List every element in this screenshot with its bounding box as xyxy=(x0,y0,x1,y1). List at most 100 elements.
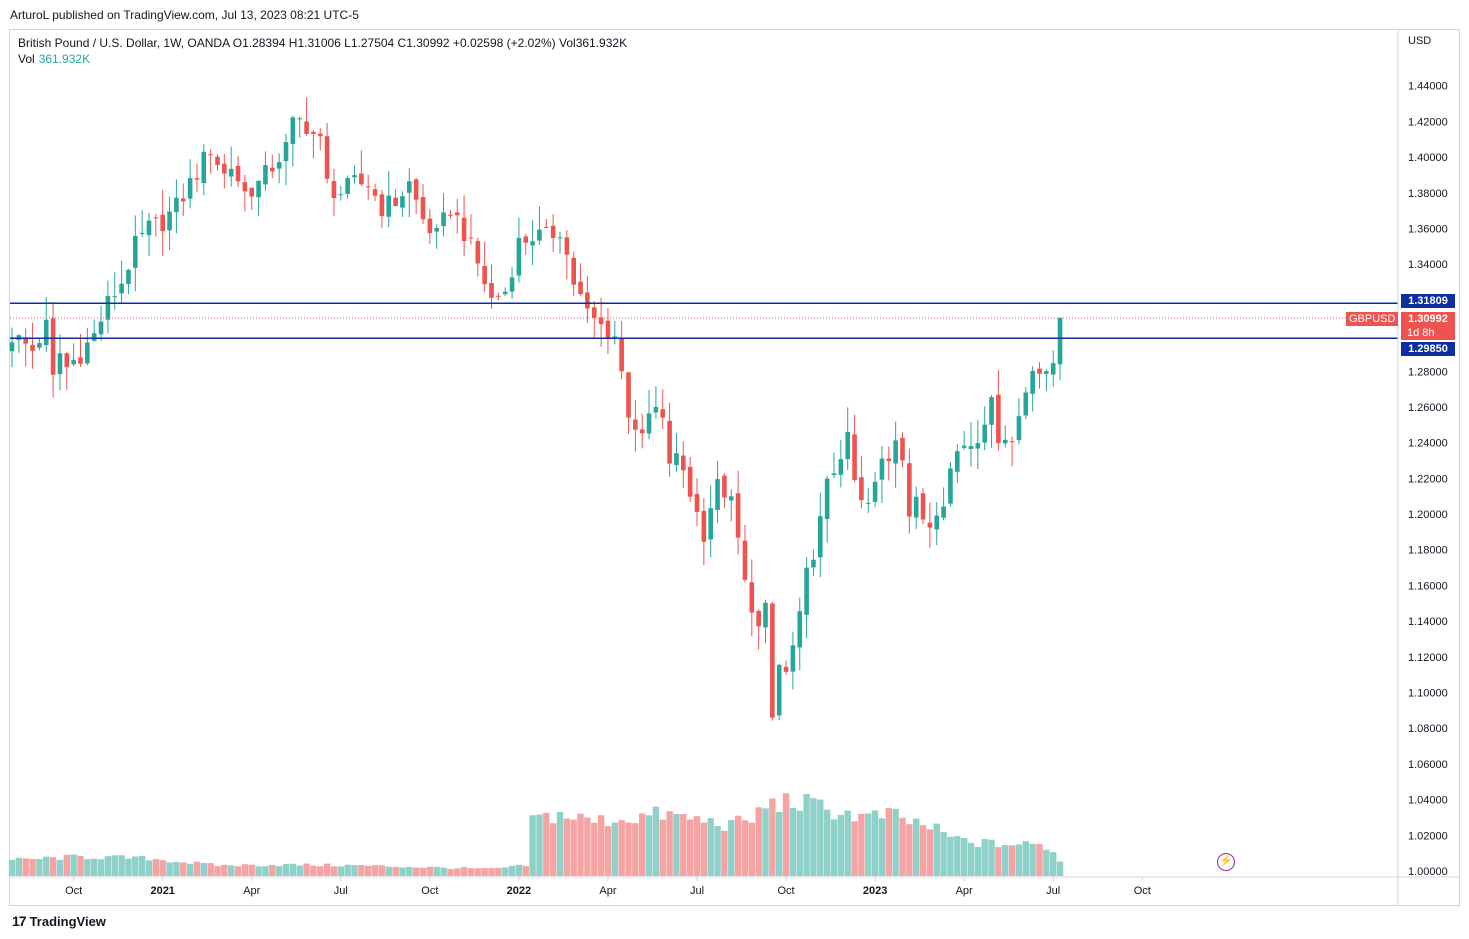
volume-bar xyxy=(639,813,646,876)
volume-bar xyxy=(488,868,495,876)
lightning-icon[interactable]: ⚡ xyxy=(1217,853,1235,871)
candle-body xyxy=(1044,371,1049,374)
volume-bars xyxy=(8,793,1064,876)
candle-body xyxy=(290,117,296,144)
candle-body xyxy=(948,468,953,504)
volume-bar xyxy=(604,826,612,876)
volume-bar xyxy=(392,866,399,876)
volume-bar xyxy=(97,859,105,876)
volume-bar xyxy=(919,825,927,876)
volume-bar xyxy=(577,813,584,876)
volume-bar xyxy=(255,866,262,876)
volume-bar xyxy=(508,865,516,876)
volume-bar xyxy=(755,807,762,876)
candle-body xyxy=(441,212,446,227)
x-tick-label: Oct xyxy=(777,885,794,897)
y-tick-label: 1.16000 xyxy=(1408,580,1448,592)
volume-bar xyxy=(707,818,714,876)
volume-bar xyxy=(159,860,166,876)
volume-bar xyxy=(1002,844,1009,876)
volume-bar xyxy=(570,819,577,876)
candle-body xyxy=(201,151,207,184)
candle-body xyxy=(372,189,378,196)
candle-body xyxy=(180,198,186,202)
tradingview-logo[interactable]: 17 TradingView xyxy=(12,913,106,929)
y-tick-label: 1.38000 xyxy=(1408,188,1448,200)
price-axis: 1.00000 1.02000 1.04000 1.06000 1.08000 1.100… xyxy=(1408,81,1448,878)
volume-bar xyxy=(111,855,118,876)
candle-body xyxy=(557,237,563,239)
candle-body xyxy=(633,419,638,430)
volume-bar xyxy=(193,861,201,876)
candle-body xyxy=(153,217,159,219)
volume-bar xyxy=(221,864,228,876)
volume-bar xyxy=(70,854,77,876)
volume-bar xyxy=(36,859,43,876)
volume-bar xyxy=(611,822,618,876)
volume-bar xyxy=(618,820,625,876)
candle-body xyxy=(482,265,487,285)
candle-body xyxy=(879,458,885,480)
candle-body xyxy=(160,214,165,232)
candle-body xyxy=(249,187,255,197)
candle-body xyxy=(43,319,49,346)
y-tick-label: 1.14000 xyxy=(1408,616,1448,628)
candle-body xyxy=(1057,317,1063,365)
candle-body xyxy=(413,179,419,200)
volume-bar xyxy=(502,867,509,876)
volume-bar xyxy=(1029,843,1036,876)
volume-bar xyxy=(460,867,468,876)
candle-body xyxy=(852,434,857,480)
volume-bar xyxy=(49,857,57,876)
candle-body xyxy=(9,342,15,352)
candle-body xyxy=(496,295,501,297)
candle-body xyxy=(454,212,460,216)
volume-bar xyxy=(351,865,358,876)
candle-body xyxy=(112,296,118,298)
volume-bar xyxy=(851,821,858,876)
volume-bar xyxy=(419,867,427,876)
volume-bar xyxy=(858,813,865,876)
candle-body xyxy=(961,445,967,448)
candle-body xyxy=(345,177,350,194)
volume-bar xyxy=(330,866,338,876)
volume-bar xyxy=(940,832,947,876)
volume-bar xyxy=(844,810,851,876)
candle-body xyxy=(749,582,755,613)
candle-body xyxy=(407,181,412,193)
volume-bar xyxy=(529,815,536,876)
symbol-tag: GBPUSD xyxy=(1346,312,1399,326)
volume-bar xyxy=(1056,861,1064,876)
candle-body xyxy=(146,220,152,236)
candle-body xyxy=(865,502,871,504)
volume-bar xyxy=(248,864,255,876)
volume-bar xyxy=(22,858,29,876)
candle-body xyxy=(386,195,392,217)
y-tick-label: 1.00000 xyxy=(1408,866,1448,878)
candle-body xyxy=(907,463,912,517)
upper-level-tag[interactable]: 1.31809 xyxy=(1401,294,1455,308)
volume-bar xyxy=(337,866,344,876)
candle-body xyxy=(71,360,76,365)
x-tick-label: Jul xyxy=(334,885,348,897)
volume-bar xyxy=(762,808,769,876)
volume-bar xyxy=(810,798,817,876)
volume-bar xyxy=(207,863,214,876)
lower-level-tag[interactable]: 1.29850 xyxy=(1401,342,1455,356)
candle-body xyxy=(359,173,364,185)
candle-body xyxy=(818,516,823,558)
volume-bar xyxy=(358,865,365,876)
volume-bar xyxy=(467,868,475,876)
candle-body xyxy=(523,236,529,243)
volume-bar xyxy=(988,839,995,876)
volume-bar xyxy=(1050,852,1057,876)
candle-body xyxy=(1002,439,1008,444)
candle-body xyxy=(304,121,309,134)
volume-bar xyxy=(1022,841,1029,876)
volume-bar xyxy=(563,818,571,876)
volume-bar xyxy=(138,855,146,876)
candle-body xyxy=(516,237,522,276)
volume-bar xyxy=(515,864,523,876)
candle-body xyxy=(824,478,830,520)
